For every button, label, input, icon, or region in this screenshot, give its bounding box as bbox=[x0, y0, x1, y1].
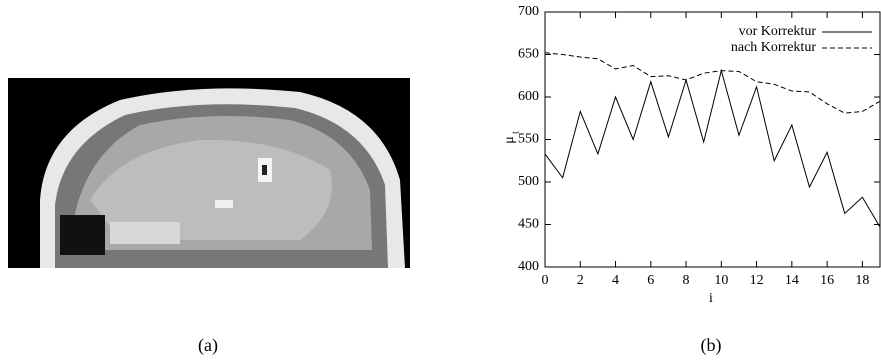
caption: (b) bbox=[701, 335, 722, 356]
plot-frame bbox=[545, 12, 880, 267]
y-tick-label: 700 bbox=[518, 4, 539, 19]
x-tick-label: 8 bbox=[683, 273, 690, 288]
y-tick-label: 600 bbox=[518, 89, 539, 104]
x-tick-label: 14 bbox=[785, 273, 799, 288]
page: {"captions": ["(a)", "(b)"], "chart_data… bbox=[0, 0, 881, 361]
y-tick-label: 400 bbox=[518, 259, 539, 274]
y-tick-label: 650 bbox=[518, 47, 539, 62]
x-tick-label: 4 bbox=[612, 273, 619, 288]
legend-label: vor Korrektur bbox=[739, 24, 817, 39]
brain-image bbox=[8, 78, 410, 268]
y-tick-label: 450 bbox=[518, 217, 539, 232]
x-axis-label: i bbox=[709, 291, 713, 306]
y-axis-label-main: μ bbox=[502, 136, 517, 144]
y-tick-label: 550 bbox=[518, 132, 539, 147]
legend-label: nach Korrektur bbox=[731, 40, 816, 55]
data-line bbox=[545, 71, 880, 227]
x-tick-label: 6 bbox=[647, 273, 654, 288]
x-tick-label: 2 bbox=[577, 273, 584, 288]
x-tick-label: 16 bbox=[820, 273, 834, 288]
x-tick-label: 0 bbox=[542, 273, 549, 288]
x-tick-label: 12 bbox=[750, 273, 764, 288]
figure: (a) (b) i μ t 40045050055060065070002468… bbox=[0, 0, 881, 361]
x-tick-label: 18 bbox=[855, 273, 869, 288]
x-tick-label: 10 bbox=[714, 273, 728, 288]
caption: (a) bbox=[198, 335, 218, 356]
data-line bbox=[545, 53, 880, 113]
y-tick-label: 500 bbox=[518, 174, 539, 189]
